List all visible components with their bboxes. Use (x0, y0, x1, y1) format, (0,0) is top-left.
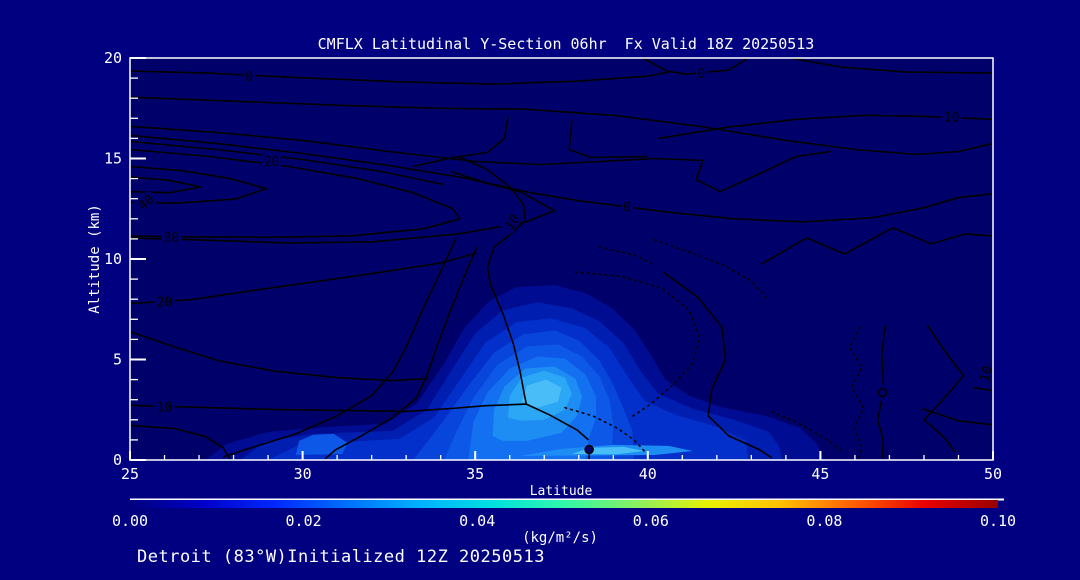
x-tick-label: 35 (466, 465, 484, 483)
contour-line-solid (973, 386, 993, 392)
filled-contour-shading (205, 285, 824, 460)
contour-line-dotted (598, 246, 653, 264)
contour-line-dotted (848, 326, 865, 459)
contour-line-solid (662, 271, 773, 459)
x-tick-label: 45 (811, 465, 829, 483)
zero-contour-marker (877, 387, 888, 398)
contour-label-group: 10 (499, 209, 523, 235)
x-tick-label: 40 (639, 465, 657, 483)
contour-line-dotted (574, 271, 701, 419)
contour-line-solid (876, 400, 885, 459)
contour-label-group: 0 (695, 66, 708, 82)
contour-line-solid (130, 331, 428, 382)
contour-line-solid (130, 96, 993, 156)
contour-label: 0 (697, 67, 705, 82)
colorbar-tick-label: 0.00 (112, 512, 148, 530)
x-tick-label: 30 (294, 465, 312, 483)
contour-line-solid (130, 424, 231, 460)
y-tick-label: 10 (104, 250, 122, 268)
contour-label-group: 30 (161, 229, 182, 246)
contour-line-solid (130, 403, 527, 413)
contour-line-solid (130, 140, 445, 186)
contour-line-solid (412, 116, 509, 168)
colorbar-tick-label: 0.10 (980, 512, 1016, 530)
contour-label-backing (621, 199, 634, 214)
contour-line-solid (130, 125, 831, 193)
contour-line-solid (880, 325, 887, 385)
contour-label-backing (243, 69, 256, 84)
contour-label-group: 10 (154, 399, 175, 416)
contour-label-backing (133, 190, 158, 214)
contour-line-solid (130, 165, 268, 204)
contour-line-dotted (564, 406, 646, 452)
contour-label-backing (499, 209, 523, 235)
x-tick-label: 50 (984, 465, 1002, 483)
contour-line-solid (642, 58, 749, 75)
y-tick-label: 20 (104, 49, 122, 67)
contour-label: 20 (264, 155, 280, 170)
contour-label: 20 (157, 296, 173, 311)
contour-label: 0 (623, 200, 631, 215)
zero-contour-marker (584, 444, 594, 455)
contour-line-solid (450, 170, 993, 223)
contour-label-backing (695, 66, 708, 81)
contour-line-solid (130, 176, 202, 194)
colorbar-units: (kg/m²/s) (522, 530, 598, 546)
contour-line-solid (568, 120, 648, 159)
y-axis-label: Altitude (km) (87, 204, 103, 314)
contour-label-group: 20 (154, 294, 175, 311)
colorbar: 0.00 0.02 0.04 0.06 0.08 0.10 (kg/m²/s) (112, 498, 1016, 546)
filled-contour-region (521, 379, 562, 408)
contour-label: 10 (944, 110, 960, 125)
contour-label-backing (154, 294, 175, 309)
contour-label-backing (976, 362, 995, 386)
contour-line-solid (923, 324, 965, 453)
axes-ticks-layer: 25 30 35 40 45 50 0 5 10 15 20 (104, 49, 1002, 483)
contour-line-solid (130, 70, 669, 85)
contour-line-solid (222, 237, 457, 458)
contour-line-solid (457, 155, 589, 441)
colorbar-tick-label: 0.04 (459, 512, 495, 530)
y-tick-label: 15 (104, 150, 122, 168)
colorbar-tick-label: 0.06 (633, 512, 669, 530)
contour-label-group: 10 (976, 362, 997, 386)
contour-label-group: 20 (261, 154, 282, 170)
colorbar-tick-label: 0.02 (286, 512, 322, 530)
colorbar-gradient (130, 500, 998, 508)
contour-label-group: 0 (621, 199, 634, 215)
x-axis-label: Latitude (530, 484, 593, 499)
contour-line-solid (324, 246, 478, 460)
contour-label: 10 (978, 364, 997, 383)
contour-lines-layer (130, 58, 993, 460)
contour-line-dotted (771, 410, 842, 451)
contour-line-dotted (653, 239, 768, 300)
contour-line-solid (658, 114, 993, 140)
contour-line-solid (789, 58, 993, 74)
contour-label-group: 10 (941, 109, 962, 125)
colorbar-tick-labels: 0.00 0.02 0.04 0.06 0.08 0.10 (112, 512, 1016, 530)
contour-label: 0 (245, 70, 253, 85)
contour-line-solid (761, 227, 993, 265)
contour-line-solid (130, 252, 478, 305)
contour-label: 10 (157, 401, 173, 416)
contour-label: 10 (502, 212, 523, 233)
contour-label-backing (941, 109, 962, 124)
contour-label-group: 0 (243, 69, 256, 85)
contour-label-backing (154, 399, 175, 414)
contour-line-solid (921, 407, 993, 426)
chart-title: CMFLX Latitudinal Y-Section 06hr Fx Vali… (318, 35, 815, 53)
contour-line-solid (130, 134, 556, 244)
colorbar-tick-label: 0.08 (806, 512, 842, 530)
contour-label-backing (261, 154, 282, 169)
contour-label-backing (161, 229, 182, 244)
x-tick-label: 25 (121, 465, 139, 483)
y-tick-label: 0 (113, 451, 122, 469)
station-init-label: Detroit (83°W)Initialized 12Z 20250513 (137, 547, 545, 567)
contour-label: 30 (164, 231, 180, 246)
y-tick-label: 5 (113, 351, 122, 369)
